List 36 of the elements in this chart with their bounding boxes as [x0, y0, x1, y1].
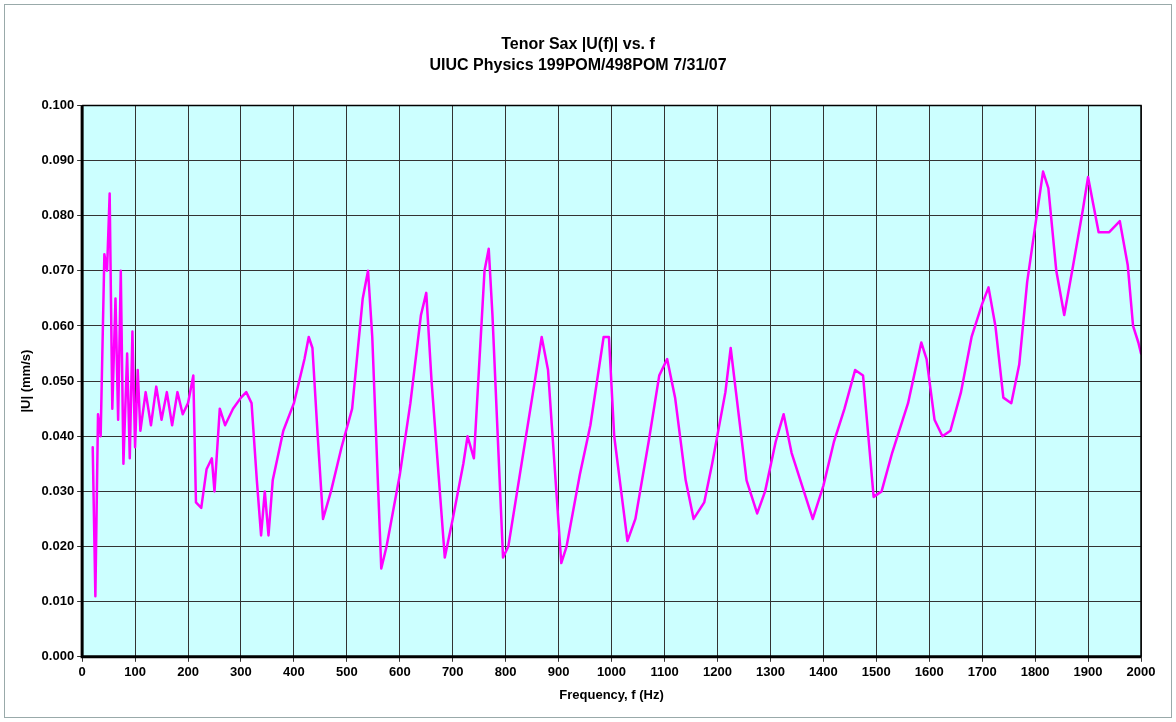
x-tick-label: 1700 — [967, 664, 997, 680]
y-axis-title: |U| (mm/s) — [18, 349, 34, 413]
x-tick-label: 1400 — [808, 664, 838, 680]
y-tick-label: 0.100 — [41, 96, 75, 112]
y-tick-label: 0.040 — [41, 427, 75, 443]
y-tick-label: 0.000 — [41, 648, 75, 664]
x-tick-label: 1000 — [597, 664, 627, 680]
y-tick-label: 0.080 — [41, 207, 75, 223]
x-tick-label: 2000 — [1126, 664, 1156, 680]
x-tick-label: 500 — [336, 664, 358, 680]
x-tick-label: 600 — [388, 664, 411, 680]
y-tick-label: 0.010 — [41, 593, 75, 609]
y-tick-label: 0.090 — [41, 152, 75, 168]
x-tick-label: 100 — [124, 664, 146, 680]
x-tick-label: 1800 — [1020, 664, 1050, 680]
chart-title: Tenor Sax |U(f)| vs. f — [501, 35, 656, 53]
y-tick-label: 0.050 — [41, 372, 75, 388]
x-tick-label: 700 — [441, 664, 464, 680]
x-tick-label: 1100 — [650, 664, 679, 680]
x-tick-label: 200 — [177, 664, 199, 680]
x-tick-label: 800 — [494, 664, 517, 680]
x-tick-label: 300 — [230, 664, 252, 680]
x-axis-title: Frequency, f (Hz) — [559, 686, 664, 702]
x-tick-label: 1600 — [914, 664, 944, 680]
x-tick-label: 0 — [78, 664, 86, 680]
x-tick-label: 1300 — [755, 664, 785, 680]
x-tick-label: 1900 — [1073, 664, 1103, 680]
y-tick-label: 0.020 — [41, 538, 75, 554]
x-tick-label: 1500 — [861, 664, 891, 680]
y-tick-label: 0.070 — [41, 262, 75, 278]
y-tick-label: 0.030 — [41, 482, 75, 498]
chart-subtitle: UIUC Physics 199POM/498POM 7/31/07 — [429, 56, 727, 74]
x-tick-label: 1200 — [702, 664, 732, 680]
x-tick-label: 900 — [547, 664, 570, 680]
y-tick-label: 0.060 — [41, 317, 75, 333]
x-tick-label: 400 — [283, 664, 305, 680]
